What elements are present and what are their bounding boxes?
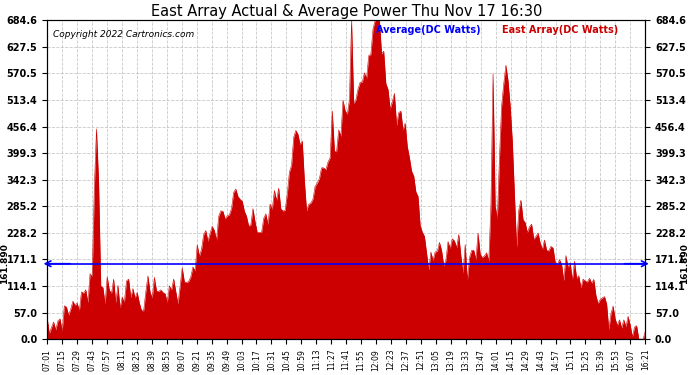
Text: Copyright 2022 Cartronics.com: Copyright 2022 Cartronics.com [53, 30, 195, 39]
Text: 161.890: 161.890 [680, 243, 689, 284]
Title: East Array Actual & Average Power Thu Nov 17 16:30: East Array Actual & Average Power Thu No… [150, 4, 542, 19]
Text: East Array(DC Watts): East Array(DC Watts) [502, 25, 618, 35]
Text: Average(DC Watts): Average(DC Watts) [376, 25, 481, 35]
Text: 161.890: 161.890 [0, 243, 8, 284]
